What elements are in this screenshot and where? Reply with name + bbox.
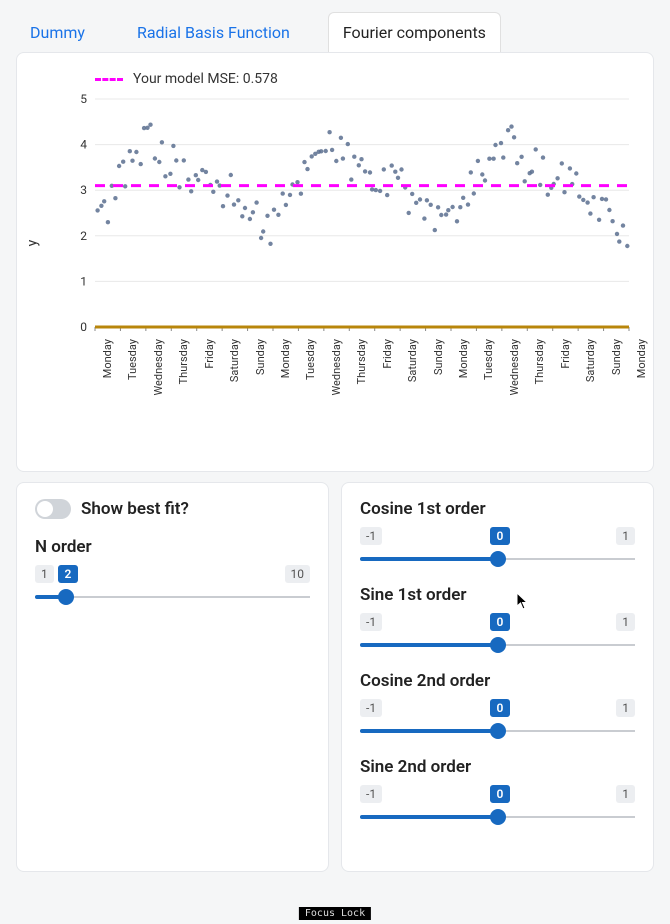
slider-min: -1 bbox=[360, 613, 382, 631]
chart-panel: Your model MSE: 0.578 y 012345 MondayTue… bbox=[16, 52, 654, 472]
slider-min: -1 bbox=[360, 785, 382, 803]
slider-label: Cosine 1st order bbox=[360, 499, 635, 519]
slider-max: 1 bbox=[616, 699, 635, 717]
fourier-slider-group: Cosine 1st order -1 0 1 bbox=[360, 499, 635, 569]
x-tick-label: Sunday bbox=[432, 339, 445, 409]
y-axis-label: y bbox=[24, 240, 40, 247]
left-controls-panel: Show best fit? N order 1 2 10 bbox=[16, 482, 329, 872]
slider-label: Cosine 2nd order bbox=[360, 671, 635, 691]
n-order-label: N order bbox=[35, 537, 310, 557]
x-tick-label: Monday bbox=[457, 339, 470, 409]
fourier-slider-group: Sine 1st order -1 0 1 bbox=[360, 585, 635, 655]
x-tick-label: Monday bbox=[635, 339, 648, 409]
fourier-slider[interactable] bbox=[360, 721, 635, 741]
x-tick-label: Wednesday bbox=[330, 339, 343, 409]
slider-max: 1 bbox=[616, 527, 635, 545]
right-controls-panel: Cosine 1st order -1 0 1 Sine 1st order -… bbox=[341, 482, 654, 872]
slider-label: Sine 1st order bbox=[360, 585, 635, 605]
x-tick-label: Sunday bbox=[254, 339, 267, 409]
fourier-slider[interactable] bbox=[360, 635, 635, 655]
best-fit-label: Show best fit? bbox=[81, 499, 189, 519]
x-tick-label: Tuesday bbox=[482, 339, 495, 409]
n-order-group: N order 1 2 10 bbox=[35, 537, 310, 607]
x-tick-label: Friday bbox=[203, 339, 216, 409]
x-tick-label: Thursday bbox=[177, 339, 190, 409]
slider-value: 0 bbox=[490, 785, 511, 803]
svg-text:1: 1 bbox=[80, 274, 87, 288]
x-tick-label: Wednesday bbox=[152, 339, 165, 409]
slider-value: 0 bbox=[490, 699, 511, 717]
slider-value: 0 bbox=[490, 527, 511, 545]
svg-text:5: 5 bbox=[80, 93, 87, 106]
svg-text:0: 0 bbox=[80, 320, 87, 333]
x-tick-label: Thursday bbox=[533, 339, 546, 409]
slider-label: Sine 2nd order bbox=[360, 757, 635, 777]
x-tick-label: Wednesday bbox=[508, 339, 521, 409]
x-tick-label: Saturday bbox=[406, 339, 419, 409]
fourier-slider[interactable] bbox=[360, 549, 635, 569]
best-fit-toggle[interactable] bbox=[35, 499, 71, 519]
n-order-max: 10 bbox=[285, 565, 311, 583]
x-tick-label: Sunday bbox=[610, 339, 623, 409]
n-order-value: 2 bbox=[58, 565, 79, 583]
slider-value: 0 bbox=[490, 613, 511, 631]
slider-min: -1 bbox=[360, 699, 382, 717]
x-tick-label: Saturday bbox=[584, 339, 597, 409]
n-order-slider[interactable] bbox=[35, 587, 310, 607]
fourier-slider-group: Sine 2nd order -1 0 1 bbox=[360, 757, 635, 827]
x-tick-label: Monday bbox=[101, 339, 114, 409]
toggle-knob-icon bbox=[37, 501, 53, 517]
x-axis-labels: MondayTuesdayWednesdayThursdayFridaySatu… bbox=[87, 335, 635, 405]
tab-rbf[interactable]: Radial Basis Function bbox=[123, 13, 304, 52]
tab-fourier[interactable]: Fourier components bbox=[328, 12, 501, 52]
x-tick-label: Thursday bbox=[355, 339, 368, 409]
focus-lock-badge: Focus Lock bbox=[299, 907, 371, 920]
fourier-slider-group: Cosine 2nd order -1 0 1 bbox=[360, 671, 635, 741]
x-tick-label: Monday bbox=[279, 339, 292, 409]
fourier-slider[interactable] bbox=[360, 807, 635, 827]
legend-dash-icon bbox=[95, 78, 123, 81]
x-tick-label: Saturday bbox=[228, 339, 241, 409]
svg-text:4: 4 bbox=[80, 138, 87, 152]
scatter-plot: 0 1 2 3 4 5 bbox=[65, 93, 635, 333]
slider-max: 1 bbox=[616, 785, 635, 803]
tab-dummy[interactable]: Dummy bbox=[16, 13, 99, 52]
n-order-min: 1 bbox=[35, 565, 54, 583]
tab-bar: Dummy Radial Basis Function Fourier comp… bbox=[0, 0, 670, 52]
x-tick-label: Friday bbox=[559, 339, 572, 409]
x-tick-label: Tuesday bbox=[304, 339, 317, 409]
slider-max: 1 bbox=[616, 613, 635, 631]
chart-legend: Your model MSE: 0.578 bbox=[95, 71, 635, 87]
x-tick-label: Tuesday bbox=[126, 339, 139, 409]
x-tick-label: Friday bbox=[381, 339, 394, 409]
legend-text: Your model MSE: 0.578 bbox=[133, 71, 278, 87]
slider-min: -1 bbox=[360, 527, 382, 545]
svg-text:3: 3 bbox=[80, 183, 87, 197]
svg-text:2: 2 bbox=[80, 229, 87, 243]
plot-area: y 012345 MondayTuesdayWednesdayThursdayF… bbox=[35, 93, 635, 393]
